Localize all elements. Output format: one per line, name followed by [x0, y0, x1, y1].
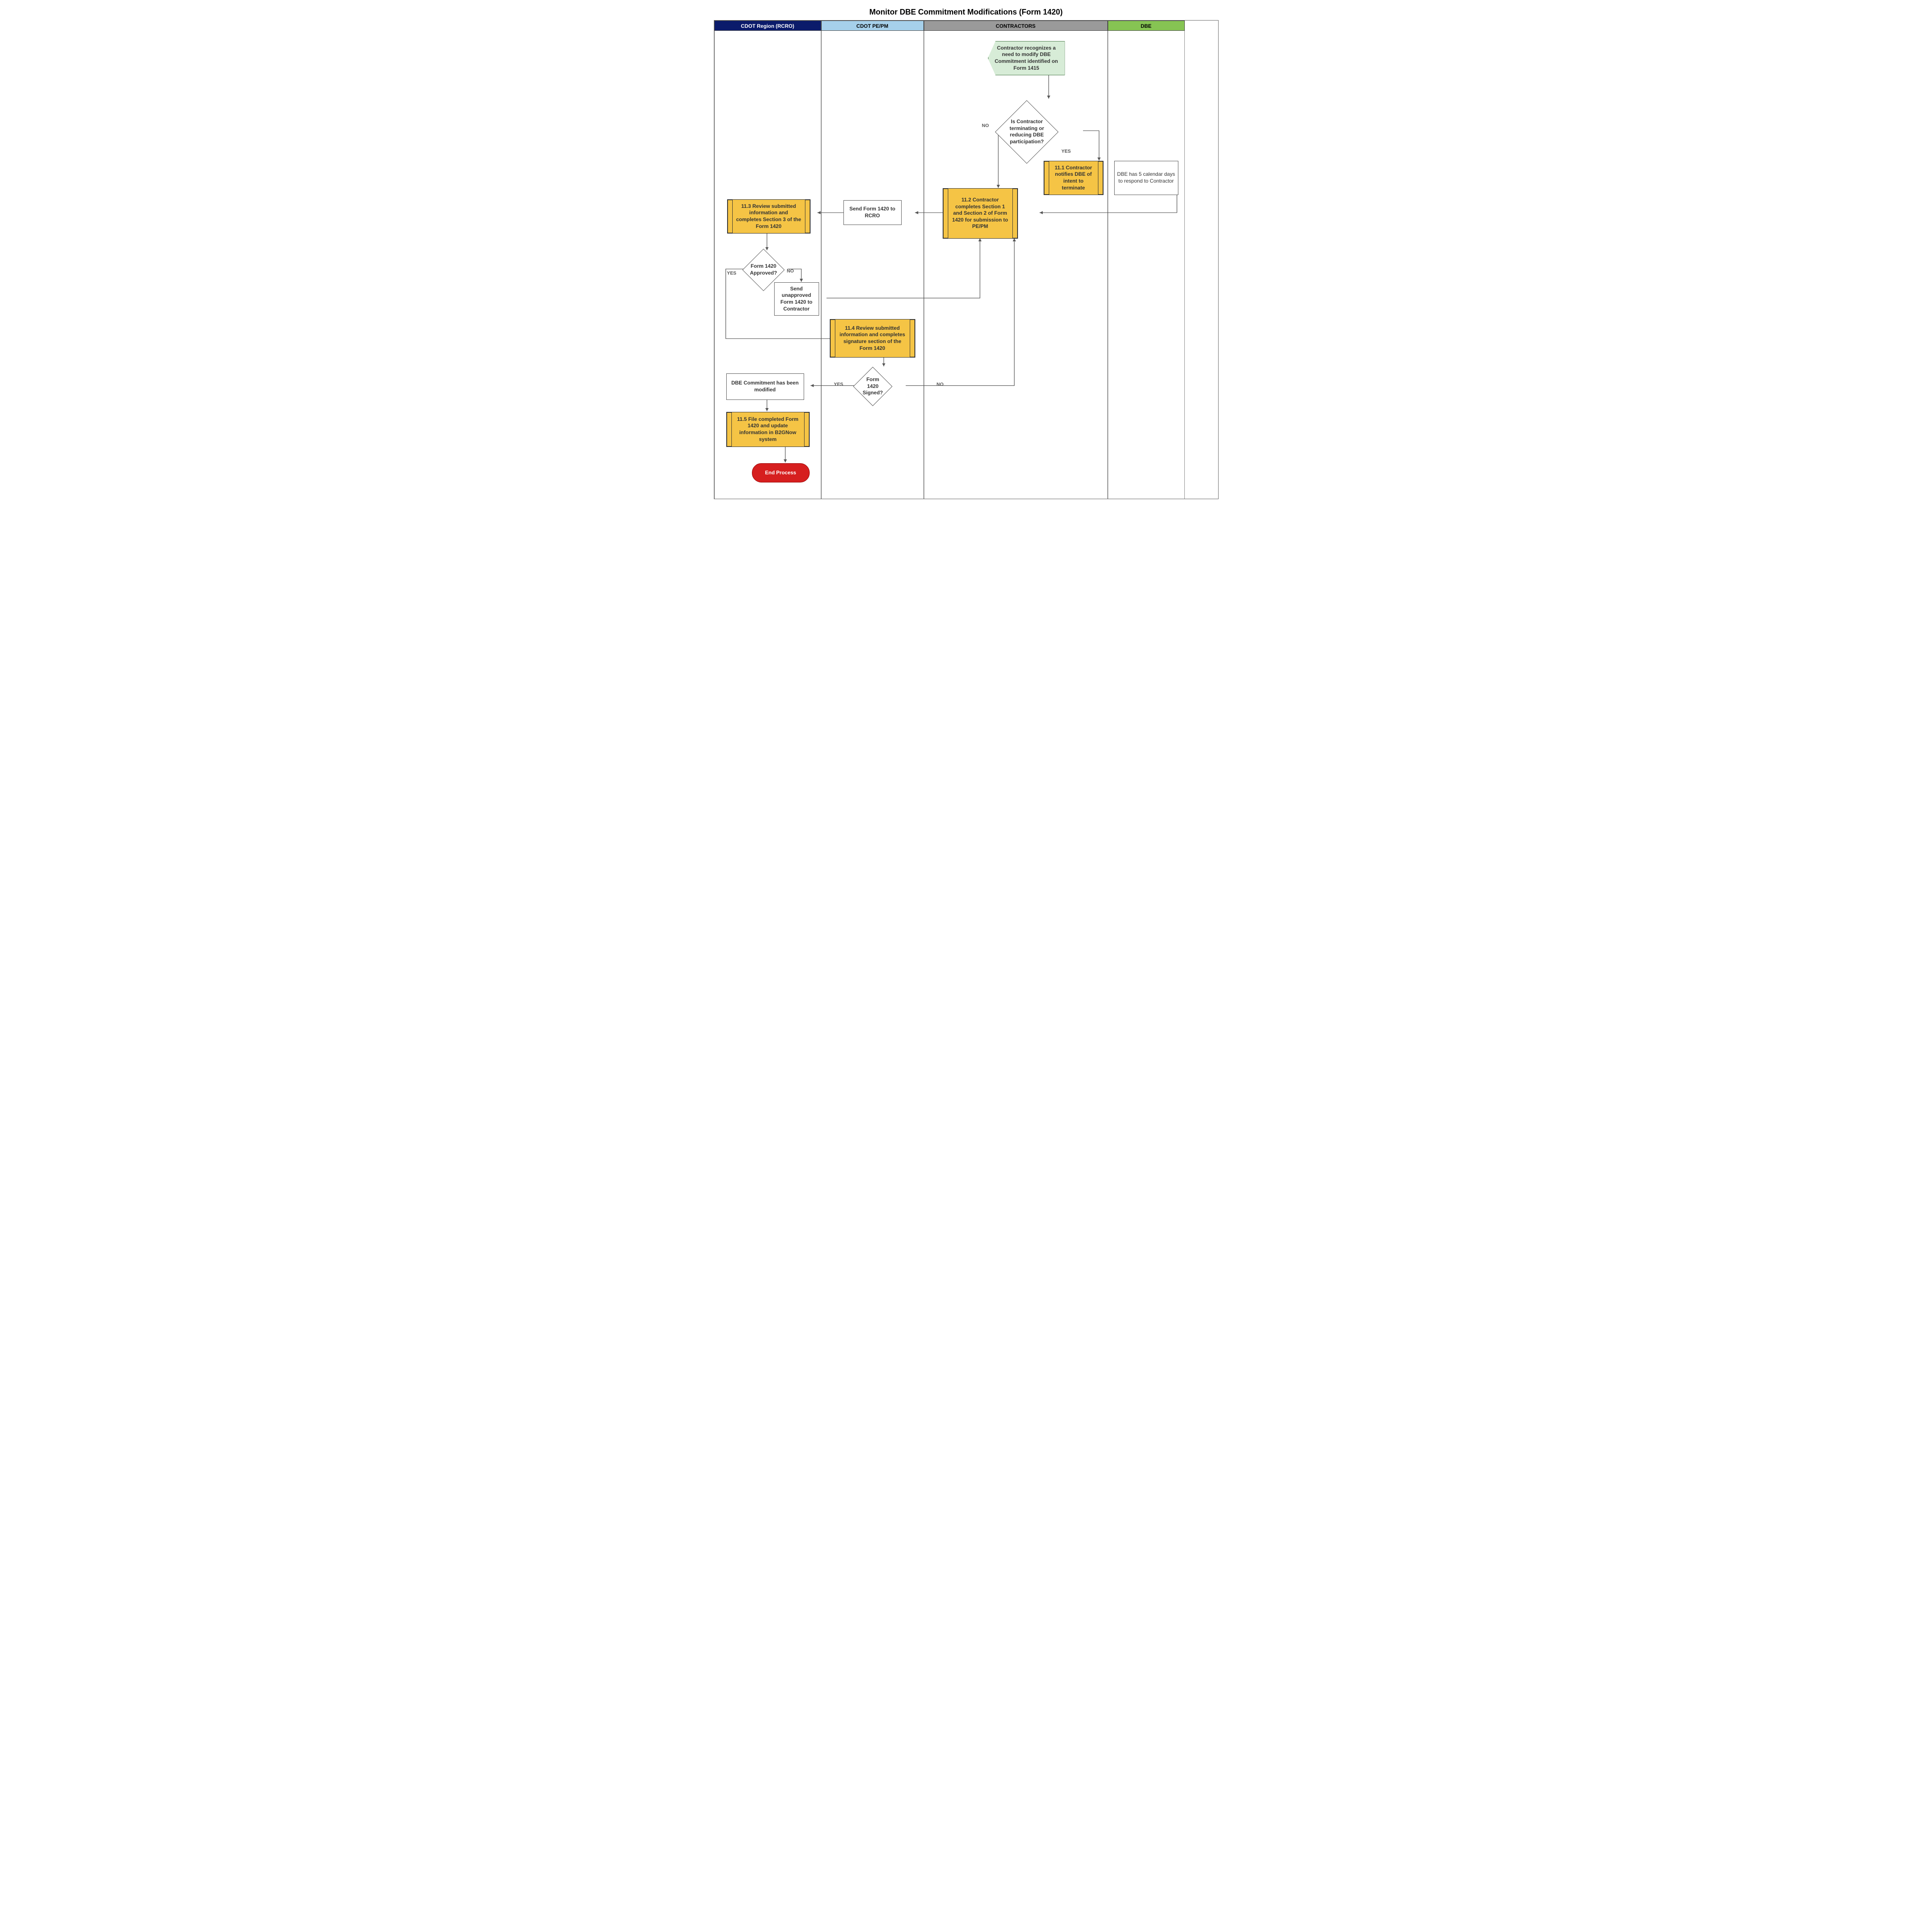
- lane-header-rcro: CDOT Region (RCRO): [714, 21, 821, 31]
- node-11-2-text: 11.2 Contractor completes Section 1 and …: [946, 197, 1015, 230]
- node-11-3: 11.3 Review submitted information and co…: [727, 199, 811, 234]
- node-start-text: Contractor recognizes a need to modify D…: [991, 45, 1062, 71]
- node-decision3-text: Form 1420 Signed?: [862, 376, 884, 396]
- node-decision1-text: Is Contractor terminating or reducing DB…: [1007, 118, 1046, 145]
- node-send-unapproved-text: Send unapproved Form 1420 to Contractor: [777, 286, 816, 312]
- node-11-5-text: 11.5 File completed Form 1420 and update…: [729, 416, 807, 443]
- node-11-4-text: 11.4 Review submitted information and co…: [833, 325, 912, 352]
- node-dbe-5days-text: DBE has 5 calendar days to respond to Co…: [1117, 171, 1175, 184]
- flowchart-container: Monitor DBE Commitment Modifications (Fo…: [710, 0, 1223, 503]
- node-11-1: 11.1 Contractor notifies DBE of intent t…: [1044, 161, 1104, 195]
- swimlane-area: CDOT Region (RCRO) CDOT PE/PM CONTRACTOR…: [714, 20, 1219, 499]
- label-d3-no: NO: [937, 382, 944, 387]
- label-d1-no: NO: [982, 123, 989, 128]
- chart-title: Monitor DBE Commitment Modifications (Fo…: [714, 8, 1219, 17]
- node-end-text: End Process: [765, 470, 796, 476]
- label-d2-yes: YES: [727, 271, 737, 276]
- node-decision2-text: Form 1420 Approved?: [750, 263, 777, 276]
- node-11-2: 11.2 Contractor completes Section 1 and …: [943, 188, 1018, 239]
- label-d3-yes: YES: [834, 382, 843, 387]
- node-send-rcro: Send Form 1420 to RCRO: [843, 200, 902, 225]
- node-11-1-text: 11.1 Contractor notifies DBE of intent t…: [1047, 165, 1101, 191]
- lane-header-pepm: CDOT PE/PM: [821, 21, 924, 31]
- lane-body-pepm: [821, 31, 924, 499]
- lane-body-dbe: [1108, 31, 1185, 499]
- node-start: Contractor recognizes a need to modify D…: [988, 41, 1065, 75]
- node-dbe-5days: DBE has 5 calendar days to respond to Co…: [1114, 161, 1178, 195]
- label-d2-no: NO: [787, 269, 794, 274]
- lane-header-contractors: CONTRACTORS: [924, 21, 1108, 31]
- node-11-5: 11.5 File completed Form 1420 and update…: [726, 412, 810, 447]
- node-send-rcro-text: Send Form 1420 to RCRO: [846, 206, 899, 219]
- node-11-3-text: 11.3 Review submitted information and co…: [730, 203, 808, 230]
- lane-body-contractors: [924, 31, 1108, 499]
- lane-header-dbe: DBE: [1108, 21, 1185, 31]
- node-modified: DBE Commitment has been modified: [726, 373, 804, 400]
- node-11-4: 11.4 Review submitted information and co…: [830, 319, 915, 358]
- node-end: End Process: [752, 463, 810, 482]
- label-d1-yes: YES: [1062, 149, 1071, 154]
- node-modified-text: DBE Commitment has been modified: [729, 380, 801, 393]
- node-send-unapproved: Send unapproved Form 1420 to Contractor: [774, 282, 819, 316]
